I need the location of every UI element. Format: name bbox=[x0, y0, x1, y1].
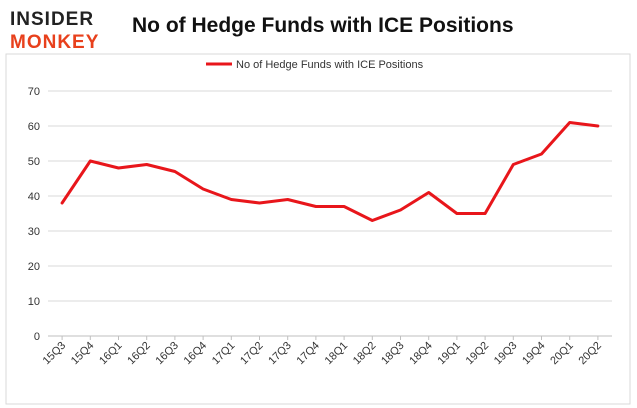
y-tick-label: 40 bbox=[28, 191, 40, 203]
x-tick-label: 19Q1 bbox=[435, 340, 463, 368]
x-tick-label: 17Q4 bbox=[294, 340, 322, 368]
x-tick-label: 19Q3 bbox=[492, 340, 520, 368]
x-tick-label: 20Q1 bbox=[548, 340, 576, 368]
legend: No of Hedge Funds with ICE Positions bbox=[206, 59, 424, 71]
x-tick-label: 17Q1 bbox=[210, 340, 238, 368]
x-tick-label: 18Q3 bbox=[379, 340, 407, 368]
y-tick-label: 30 bbox=[28, 226, 40, 238]
svg-text:MONKEY: MONKEY bbox=[10, 32, 99, 52]
y-tick-label: 0 bbox=[34, 331, 40, 343]
y-tick-label: 10 bbox=[28, 296, 40, 308]
x-tick-label: 18Q1 bbox=[323, 340, 351, 368]
y-axis: 0 10 20 30 40 50 60 70 bbox=[28, 86, 40, 343]
svg-text:INSIDER: INSIDER bbox=[10, 9, 94, 30]
x-tick-label: 16Q2 bbox=[125, 340, 153, 368]
y-tick-label: 20 bbox=[28, 261, 40, 273]
x-tick-label: 17Q2 bbox=[238, 340, 266, 368]
x-tick-label: 15Q3 bbox=[41, 340, 69, 368]
x-tick-label: 18Q2 bbox=[351, 340, 379, 368]
x-tick-label: 17Q3 bbox=[266, 340, 294, 368]
legend-label: No of Hedge Funds with ICE Positions bbox=[236, 59, 424, 71]
x-tick-label: 18Q4 bbox=[407, 340, 435, 368]
grid bbox=[48, 90, 612, 337]
x-tick-label: 15Q4 bbox=[69, 340, 97, 368]
x-tick-label: 16Q1 bbox=[97, 340, 125, 368]
x-tick-label: 19Q4 bbox=[520, 340, 548, 368]
x-tick-label: 20Q2 bbox=[576, 340, 604, 368]
x-tick-label: 16Q3 bbox=[153, 340, 181, 368]
y-tick-label: 60 bbox=[28, 121, 40, 133]
x-tick-label: 19Q2 bbox=[464, 340, 492, 368]
chart-title: No of Hedge Funds with ICE Positions bbox=[132, 14, 514, 37]
x-tick-label: 16Q4 bbox=[182, 340, 210, 368]
y-tick-label: 70 bbox=[28, 86, 40, 98]
series-line bbox=[60, 121, 600, 222]
x-axis: 15Q3 15Q4 16Q1 16Q2 16Q3 16Q4 17Q1 17Q2 17Q3 17Q4… bbox=[41, 336, 604, 367]
series-layer bbox=[60, 121, 600, 222]
chart-border bbox=[5, 53, 631, 405]
y-tick-label: 50 bbox=[28, 156, 40, 168]
insider-monkey-logo: INSIDER MONKEY bbox=[8, 6, 120, 53]
